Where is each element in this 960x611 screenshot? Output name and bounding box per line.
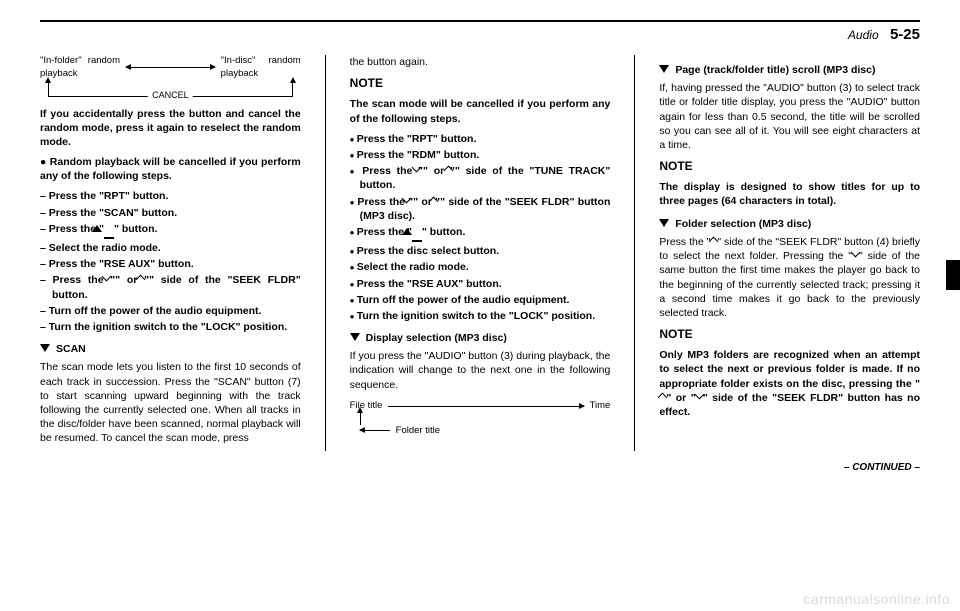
diagram-file-label: File title: [350, 400, 383, 413]
subheading-display: Display selection (MP3 disc): [350, 331, 611, 345]
subheading-scan: SCAN: [40, 342, 301, 356]
triangle-down-icon: [350, 333, 360, 341]
list-item: – Press the "" button.: [40, 222, 301, 239]
up-arrow-icon: [45, 77, 51, 83]
diagram-right-label: "In-disc" random playback: [221, 55, 301, 81]
up-arrow-icon: [290, 77, 296, 83]
continued-label: – CONTINUED –: [844, 462, 920, 473]
text: Random playback will be cancelled if you…: [40, 156, 301, 182]
text: " or ": [666, 392, 695, 404]
random-mode-diagram: "In-folder" random playback "In-disc" ra…: [40, 55, 301, 97]
eject-icon: [412, 225, 422, 242]
list-item: – Turn off the power of the audio equipm…: [40, 304, 301, 318]
subheading-text: Display selection (MP3 disc): [366, 331, 507, 345]
note-heading: NOTE: [659, 158, 920, 174]
column-3: Page (track/folder title) scroll (MP3 di…: [659, 55, 920, 451]
text: Only MP3 folders are recognized when an …: [659, 349, 920, 389]
watermark: carmanualsonline.info: [803, 591, 950, 607]
list-item: – Select the radio mode.: [40, 241, 301, 255]
triangle-down-icon: [659, 219, 669, 227]
diagram-left-label: "In-folder" random playback: [40, 55, 120, 81]
list-item: Turn the ignition switch to the "LOCK" p…: [350, 309, 611, 323]
arrow-left-icon: [360, 430, 390, 431]
diagram-cancel-label: CANCEL: [148, 89, 193, 101]
paragraph: The scan mode lets you listen to the fir…: [40, 360, 301, 445]
note-heading: NOTE: [659, 326, 920, 342]
list-item: Press the "" or "" side of the "SEEK FLD…: [350, 195, 611, 223]
subheading-folder-select: Folder selection (MP3 disc): [659, 217, 920, 231]
list-item: – Press the "RSE AUX" button.: [40, 257, 301, 271]
columns: "In-folder" random playback "In-disc" ra…: [40, 55, 920, 451]
chevron-down-icon: [696, 391, 703, 405]
double-arrow-icon: [126, 67, 215, 68]
bullet-list: Press the "RPT" button. Press the "RDM" …: [350, 132, 611, 323]
list-item: Press the "RDM" button.: [350, 148, 611, 162]
eject-icon: [104, 222, 114, 239]
list-item: Press the disc select button.: [350, 244, 611, 258]
list-item: Press the "" or "" side of the "TUNE TRA…: [350, 164, 611, 192]
paragraph: The scan mode will be cancelled if you p…: [350, 97, 611, 125]
column-2: the button again. NOTE The scan mode wil…: [350, 55, 611, 451]
triangle-down-icon: [40, 344, 50, 352]
paragraph: Only MP3 folders are recognized when an …: [659, 348, 920, 419]
section-name: Audio: [848, 28, 879, 42]
arrow-right-icon: [388, 406, 583, 407]
list-item: – Press the "RPT" button.: [40, 189, 301, 203]
list-item: – Press the "SCAN" button.: [40, 206, 301, 220]
list-item: Turn off the power of the audio equipmen…: [350, 293, 611, 307]
manual-page: Audio 5-25 "In-folder" random playback "…: [0, 0, 960, 481]
paragraph: If, having pressed the "AUDIO" button (3…: [659, 81, 920, 152]
text: " button.: [114, 223, 157, 235]
diagram-connector: CANCEL: [48, 83, 293, 97]
list-item: Press the "" button.: [350, 225, 611, 242]
note-heading: NOTE: [350, 75, 611, 91]
column-divider: [325, 55, 326, 451]
subheading-page-scroll: Page (track/folder title) scroll (MP3 di…: [659, 63, 920, 77]
subheading-text: Folder selection (MP3 disc): [675, 217, 811, 231]
paragraph: If you press the "AUDIO" button (3) duri…: [350, 349, 611, 392]
paragraph: If you accidentally press the button and…: [40, 107, 301, 150]
list-item: Select the radio mode.: [350, 260, 611, 274]
dash-list: – Press the "RPT" button. – Press the "S…: [40, 189, 301, 334]
subheading-text: Page (track/folder title) scroll (MP3 di…: [675, 63, 875, 77]
chevron-down-icon: [852, 249, 859, 263]
column-1: "In-folder" random playback "In-disc" ra…: [40, 55, 301, 451]
subheading-text: SCAN: [56, 342, 86, 356]
text: " button.: [422, 226, 465, 238]
page-number: 5-25: [890, 26, 920, 43]
paragraph: the button again.: [350, 55, 611, 69]
column-divider: [634, 55, 635, 451]
triangle-down-icon: [659, 65, 669, 73]
top-rule: [40, 20, 920, 22]
list-item: Press the "RPT" button.: [350, 132, 611, 146]
paragraph: ● Random playback will be cancelled if y…: [40, 155, 301, 183]
display-sequence-diagram: File title Time Folder title: [350, 400, 611, 438]
diagram-folder-label: Folder title: [396, 425, 440, 438]
diagram-connector: [360, 413, 611, 425]
paragraph: The display is designed to show titles f…: [659, 180, 920, 208]
side-tab: [946, 260, 960, 290]
diagram-time-label: Time: [590, 400, 611, 413]
list-item: – Press the "" or "" side of the "SEEK F…: [40, 273, 301, 301]
page-header: Audio 5-25: [40, 26, 920, 43]
list-item: – Turn the ignition switch to the "LOCK"…: [40, 320, 301, 334]
paragraph: Press the "" side of the "SEEK FLDR" but…: [659, 235, 920, 320]
text: Press the ": [659, 236, 710, 248]
list-item: Press the "RSE AUX" button.: [350, 277, 611, 291]
